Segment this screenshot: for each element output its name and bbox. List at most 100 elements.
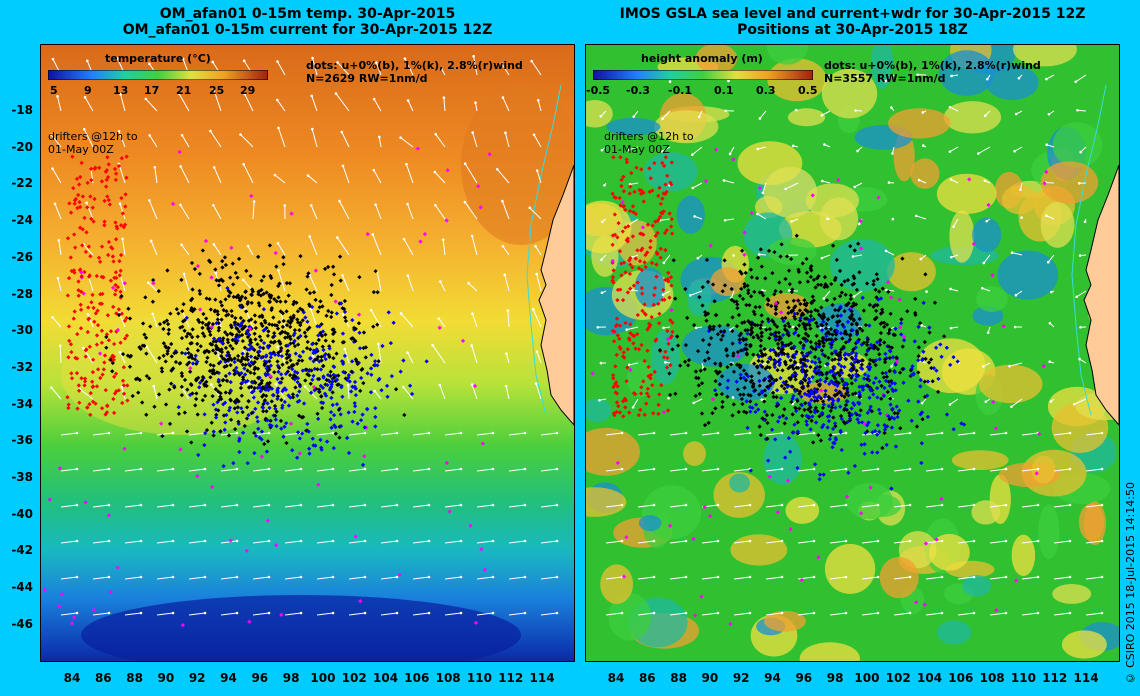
current-vector-head (908, 431, 912, 435)
anomaly-patch (638, 515, 662, 532)
drifter-dot (931, 365, 937, 371)
drifter-dot (936, 389, 941, 394)
drifter-dot (198, 344, 203, 349)
drifter-dot (296, 358, 301, 363)
drifter-dot (79, 160, 84, 165)
drifter-dot (648, 245, 653, 250)
anomaly-patch (785, 496, 820, 524)
drifter-dot (914, 600, 919, 605)
drifter-dot (869, 409, 874, 414)
current-vector-head (626, 148, 630, 152)
drifter-dot (881, 393, 887, 399)
drifter-dot (849, 355, 854, 360)
current-vector (1053, 540, 1071, 544)
current-vector (829, 576, 847, 580)
current-vector (60, 612, 78, 616)
current-vector (507, 310, 510, 328)
current-vector (372, 234, 382, 256)
drifter-dot (297, 389, 302, 394)
drifter-dot (235, 353, 241, 359)
drifter-dot (204, 316, 209, 321)
current-vector (854, 182, 863, 188)
drifter-dot (868, 357, 873, 363)
drifters-line1: drifters @12h to (48, 130, 138, 143)
drifter-dot (669, 283, 674, 288)
drifter-dot (859, 511, 864, 516)
current-vector-head (1100, 575, 1104, 579)
drifter-dot (341, 339, 346, 345)
drifter-dot (658, 214, 663, 220)
drifter-dot (331, 327, 336, 332)
drifter-dot (645, 386, 651, 391)
current-vector-head (940, 503, 944, 507)
anomaly-patch (586, 200, 632, 254)
drifter-dot (353, 326, 358, 332)
drifter-dot (253, 325, 259, 331)
current-vector (630, 182, 639, 185)
drifter-dot (614, 352, 619, 357)
longitude-tick: 92 (732, 671, 750, 685)
current-vector (540, 468, 558, 472)
current-vector (949, 398, 959, 405)
current-vector (213, 167, 222, 184)
drifter-dot (82, 215, 87, 220)
drifter-dot (300, 349, 306, 354)
drifter-dot (247, 363, 253, 368)
current-vector (893, 504, 911, 508)
current-vector-head (341, 274, 344, 277)
current-vector (156, 504, 174, 508)
current-vector (502, 245, 510, 256)
drifter-dot (240, 409, 245, 415)
current-vector (220, 504, 238, 508)
temperature-colorbar-label: temperature (°C) (105, 52, 211, 65)
drifter-dot (363, 355, 368, 360)
drifter-dot (216, 325, 222, 330)
drifter-dot (656, 402, 661, 408)
drifter-dot (297, 436, 303, 441)
drifter-dot (845, 399, 850, 404)
drifter-dot (197, 271, 202, 276)
current-vector-head (600, 220, 604, 224)
current-vector-head (363, 611, 367, 615)
current-vector-head (340, 130, 344, 134)
drifter-dot (228, 363, 233, 368)
drifter-dot (740, 296, 746, 301)
drifter-dot (697, 391, 702, 396)
drifter-dot (169, 381, 174, 386)
drifter-dot (227, 405, 233, 410)
drifter-dot (248, 370, 253, 375)
drifter-dot (282, 386, 287, 391)
current-vector-head (1036, 575, 1040, 579)
drifter-dot (243, 362, 248, 368)
current-vector (637, 468, 655, 472)
drifter-dot (877, 352, 882, 357)
drifter-dot (234, 340, 239, 346)
drifter-dot (788, 527, 793, 532)
drifter-dot (657, 185, 662, 191)
drifter-dot (360, 366, 365, 372)
drifter-dot (179, 277, 184, 283)
drifter-dot (244, 405, 250, 410)
current-vector (1021, 540, 1039, 544)
drifter-dot (331, 355, 336, 361)
current-vector-head (363, 467, 367, 471)
drifter-dot (234, 365, 239, 371)
drifter-dot (346, 410, 351, 415)
current-vector-head (107, 431, 111, 435)
drifter-dot (892, 411, 897, 416)
current-vector-head (374, 203, 377, 206)
sea-level-map[interactable]: height anomaly (m) -0.5 -0.3 -0.1 0.1 0.… (585, 44, 1120, 662)
drifter-dot (88, 166, 94, 171)
drifter-dot (749, 374, 754, 379)
drifter-dot (658, 246, 663, 251)
current-vector (765, 504, 783, 508)
current-vector-head (331, 467, 335, 471)
current-vector (628, 146, 639, 151)
current-vector-head (1078, 254, 1082, 257)
drifter-dot (279, 376, 285, 381)
temperature-map[interactable]: temperature (°C) 5 9 13 17 21 25 29 dots… (40, 44, 575, 662)
current-vector-head (531, 307, 535, 311)
current-vector-head (427, 611, 431, 615)
current-vector-head (661, 150, 664, 153)
height-anomaly-colorbar (593, 70, 813, 80)
